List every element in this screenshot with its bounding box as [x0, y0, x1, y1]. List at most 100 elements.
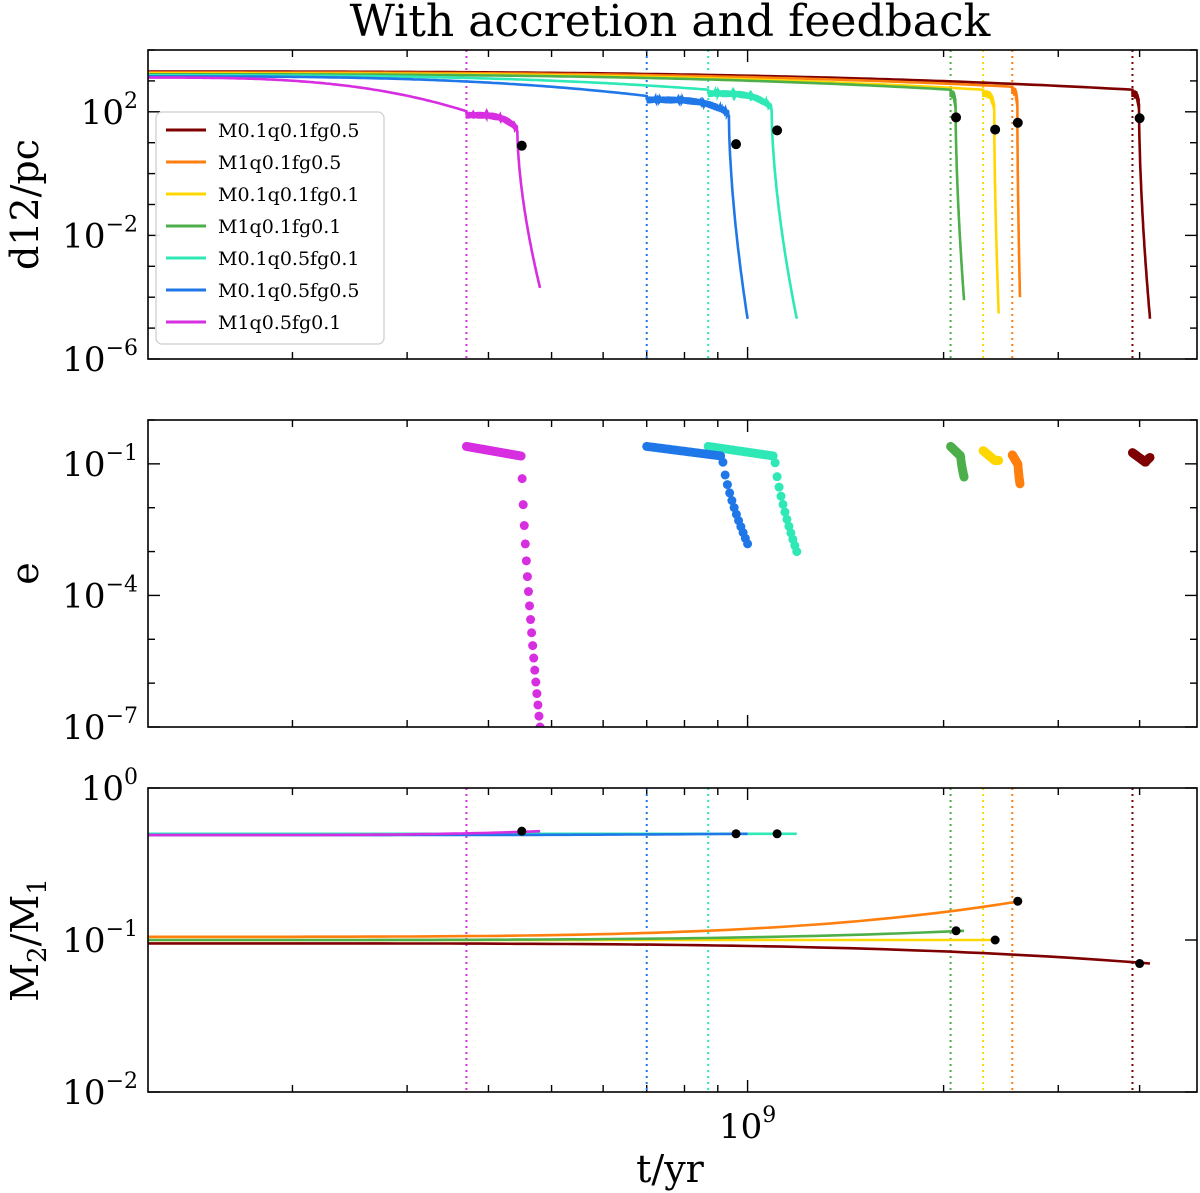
e-point — [778, 499, 788, 509]
y-tick-label: 100 — [81, 765, 138, 809]
panel-frame — [147, 419, 1198, 728]
series-points — [1007, 450, 1025, 489]
x-axis-label: t/yr — [636, 1147, 705, 1191]
e-point — [533, 700, 543, 710]
merger-marker — [1012, 117, 1023, 128]
e-point — [516, 451, 526, 461]
chart-title: With accretion and feedback — [350, 0, 991, 47]
plot-area — [461, 441, 1155, 727]
merger-marker — [1134, 113, 1145, 124]
e-point — [1145, 452, 1155, 462]
merger-marker — [990, 124, 1001, 135]
y-axis-label: M2/M1 — [3, 878, 53, 1002]
merger-marker — [516, 140, 527, 151]
series-line — [148, 74, 799, 320]
e-point — [772, 472, 782, 482]
panel-e: 10−1 10−4 10−7 e — [3, 419, 1198, 748]
merger-marker — [951, 926, 961, 936]
panel-frame — [147, 787, 1198, 1093]
y-tick-label: 10−1 — [62, 917, 138, 961]
e-point — [518, 500, 528, 510]
merger-marker — [731, 829, 741, 839]
panels: 10210−210−6d12/pc10−110−410−7e10010−110−… — [3, 49, 1198, 1147]
panel-frame — [147, 49, 1198, 360]
e-point — [535, 722, 545, 727]
panel-d12: 102 10−2 10−6 d12/pc — [3, 49, 1198, 380]
plot-area — [148, 788, 1151, 1092]
e-point — [780, 507, 790, 517]
merger-marker — [990, 935, 1000, 945]
e-point — [774, 482, 784, 492]
series-points — [1127, 448, 1155, 467]
merger-marker — [1013, 896, 1023, 906]
series-line — [148, 71, 1022, 298]
e-point — [521, 556, 531, 566]
e-point — [959, 472, 969, 482]
series-points — [461, 441, 545, 727]
e-point — [529, 653, 539, 663]
e-point — [722, 480, 732, 490]
y-tick-label: 10−2 — [62, 1069, 138, 1113]
y-tick-label: 10−2 — [62, 212, 138, 256]
series-line — [148, 75, 749, 319]
e-point — [528, 641, 538, 651]
e-point — [768, 451, 778, 461]
series-line — [148, 899, 1021, 939]
y-axis-label: e — [3, 562, 47, 585]
e-point — [526, 615, 536, 625]
merger-marker — [731, 139, 742, 150]
series-points — [642, 441, 753, 549]
plot-area — [148, 50, 1152, 359]
merger-marker — [951, 112, 962, 123]
e-point — [534, 711, 544, 721]
e-point — [531, 677, 541, 687]
e-point — [727, 496, 737, 506]
e-point — [776, 491, 786, 501]
legend-label: M1q0.1fg0.1 — [218, 216, 341, 238]
series-line — [148, 829, 541, 837]
e-point — [718, 457, 728, 467]
y-tick-label: 10−7 — [62, 704, 138, 748]
y-tick-label: 10−6 — [62, 336, 138, 380]
e-point — [517, 474, 527, 484]
legend-label: M0.1q0.5fg0.1 — [218, 248, 359, 270]
merger-marker — [772, 829, 782, 839]
e-point — [994, 455, 1004, 465]
merger-marker — [517, 826, 527, 836]
series-points — [946, 441, 969, 482]
e-point — [782, 514, 792, 524]
e-point — [532, 689, 542, 699]
y-tick-label: 10−4 — [62, 572, 138, 616]
y-tick-label: 102 — [81, 89, 138, 133]
legend-label: M0.1q0.1fg0.1 — [218, 184, 359, 206]
series-points — [703, 441, 802, 557]
y-tick-label: 10−1 — [62, 441, 138, 485]
series-line — [148, 929, 965, 942]
merger-marker — [772, 125, 783, 136]
e-point — [1015, 479, 1025, 489]
panel-q: 100 10−1 10−2 M2/M1 — [3, 765, 1198, 1113]
legend-label: M1q0.5fg0.1 — [218, 312, 341, 334]
e-point — [725, 488, 735, 498]
e-point — [519, 521, 529, 531]
series-points — [978, 446, 1004, 465]
e-point — [792, 547, 802, 557]
e-point — [527, 628, 537, 638]
legend-label: M0.1q0.5fg0.5 — [218, 280, 359, 302]
e-point — [530, 665, 540, 675]
legend-box — [155, 111, 385, 345]
x-tick-label: 109 — [719, 1103, 776, 1147]
e-point — [743, 539, 753, 549]
e-point — [522, 572, 532, 582]
legend-label: M1q0.1fg0.5 — [218, 152, 341, 174]
e-point — [520, 539, 530, 549]
merger-marker — [1135, 959, 1145, 969]
legend-label: M0.1q0.1fg0.5 — [218, 120, 359, 142]
e-point — [525, 601, 535, 611]
e-point — [770, 458, 780, 468]
y-axis-label: d12/pc — [3, 139, 47, 270]
e-point — [720, 470, 730, 480]
legend: M0.1q0.1fg0.5 M1q0.1fg0.5 M0.1q0.1fg0.1 M1q… — [155, 111, 385, 345]
series-line — [148, 73, 966, 301]
